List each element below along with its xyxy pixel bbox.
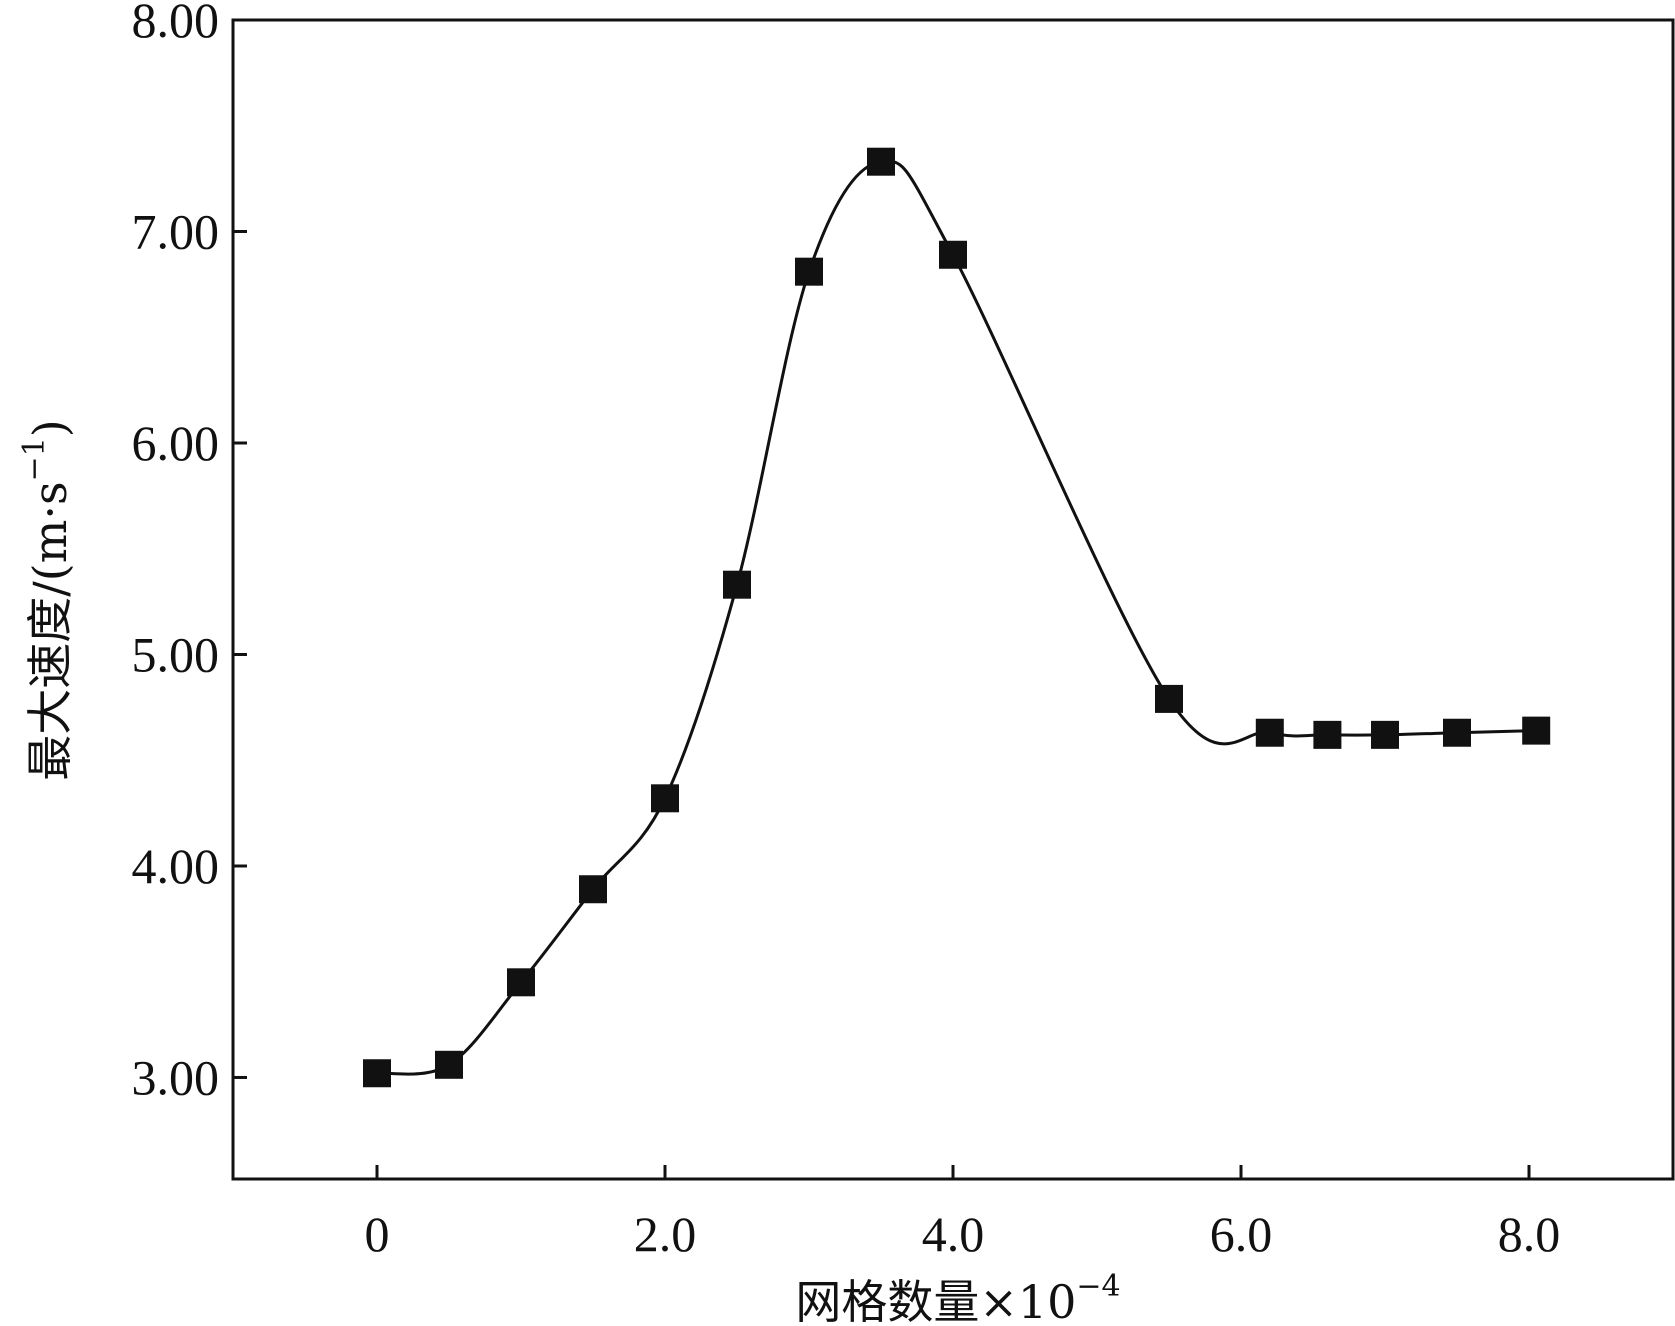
x-axis-title: 网格数量×10−4 — [795, 1269, 1120, 1326]
x-axis-title-exponent: −4 — [1076, 1269, 1120, 1304]
y-axis-title-close: ) — [23, 419, 77, 437]
y-axis-title-exponent: −1 — [17, 437, 52, 481]
data-point-marker — [651, 784, 679, 813]
y-tick-label: 5.00 — [132, 626, 220, 682]
y-tick-label: 6.00 — [132, 415, 220, 471]
y-tick-label: 8.00 — [132, 0, 220, 48]
series-markers — [363, 147, 1551, 1088]
y-axis-title-text: 最大速度/(m·s — [23, 481, 77, 780]
data-point-marker — [939, 240, 967, 269]
x-tick-label: 0 — [365, 1206, 390, 1262]
plot-frame — [231, 18, 1675, 1181]
x-tick-label: 8.0 — [1498, 1206, 1561, 1262]
x-axis-title-text: 网格数量×10 — [795, 1275, 1076, 1326]
data-point-marker — [1313, 720, 1342, 749]
data-point-marker — [435, 1050, 463, 1079]
data-point-marker — [579, 875, 607, 904]
data-point-marker — [1371, 720, 1399, 749]
data-point-marker — [1522, 716, 1551, 745]
y-tick-label: 7.00 — [132, 203, 220, 259]
data-point-marker — [795, 257, 823, 286]
data-point-marker — [1255, 718, 1284, 747]
y-axis-title: 最大速度/(m·s−1) — [17, 419, 77, 780]
data-point-marker — [363, 1059, 391, 1088]
data-point-marker — [507, 968, 535, 997]
data-point-marker — [1443, 718, 1471, 747]
x-axis: 0 2.0 4.0 6.0 8.0 — [365, 1165, 1561, 1262]
series-curve — [376, 159, 1537, 1076]
data-point-marker — [867, 147, 895, 176]
data-point-marker — [1155, 684, 1183, 713]
x-tick-label: 2.0 — [634, 1206, 697, 1262]
data-point-marker — [723, 570, 751, 599]
y-tick-label: 4.00 — [132, 838, 220, 894]
y-axis: 3.00 4.00 5.00 6.00 7.00 8.00 — [132, 0, 247, 1105]
x-tick-label: 4.0 — [922, 1206, 985, 1262]
x-tick-label: 6.0 — [1210, 1206, 1273, 1262]
y-tick-label: 3.00 — [132, 1049, 220, 1105]
